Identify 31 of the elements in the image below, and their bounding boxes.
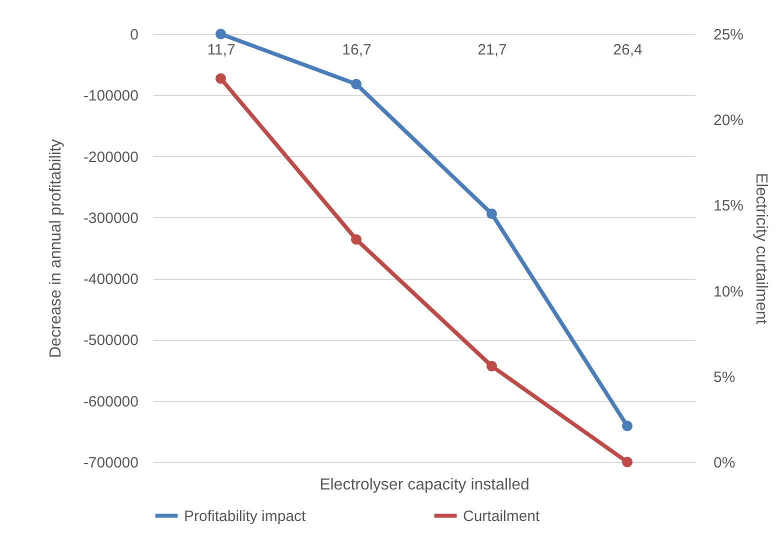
point	[486, 208, 497, 219]
point	[486, 360, 497, 372]
y-tick-label: -400000	[83, 271, 138, 288]
x-tick-label: 11,7	[207, 42, 236, 58]
point	[351, 78, 362, 90]
y-tick-label: -100000	[83, 88, 138, 105]
y2-tick-label: 20%	[714, 112, 744, 130]
y2-axis-title: Electricity curtailment	[752, 172, 770, 325]
legend-label: Curtailment	[463, 508, 541, 525]
x-axis-title: Electrolyser capacity installed	[320, 476, 530, 494]
y-tick-label: -600000	[83, 393, 138, 410]
point	[216, 28, 226, 40]
x-tick-label: 26,4	[613, 42, 642, 58]
legend-label: Profitability impact	[184, 508, 307, 525]
point	[216, 73, 226, 84]
point	[351, 234, 362, 245]
y-tick-label: 0	[130, 26, 138, 44]
y2-tick-label: 15%	[714, 198, 744, 215]
point	[622, 456, 632, 468]
y2-tick-label: 10%	[714, 283, 744, 300]
y-axis-title: Decrease in annual profitability	[47, 139, 64, 358]
y2-tick-label: 5%	[714, 368, 736, 386]
x-tick-label: 16,7	[342, 42, 372, 58]
point	[622, 420, 632, 432]
y-tick-label: -700000	[83, 454, 138, 472]
y-tick-label: -200000	[83, 148, 138, 166]
y-tick-label: -300000	[83, 210, 138, 227]
y2-tick-label: 25%	[714, 26, 744, 44]
y-tick-label: -500000	[83, 332, 138, 350]
x-tick-label: 21,7	[478, 42, 507, 58]
y2-tick-label: 0%	[714, 454, 736, 472]
